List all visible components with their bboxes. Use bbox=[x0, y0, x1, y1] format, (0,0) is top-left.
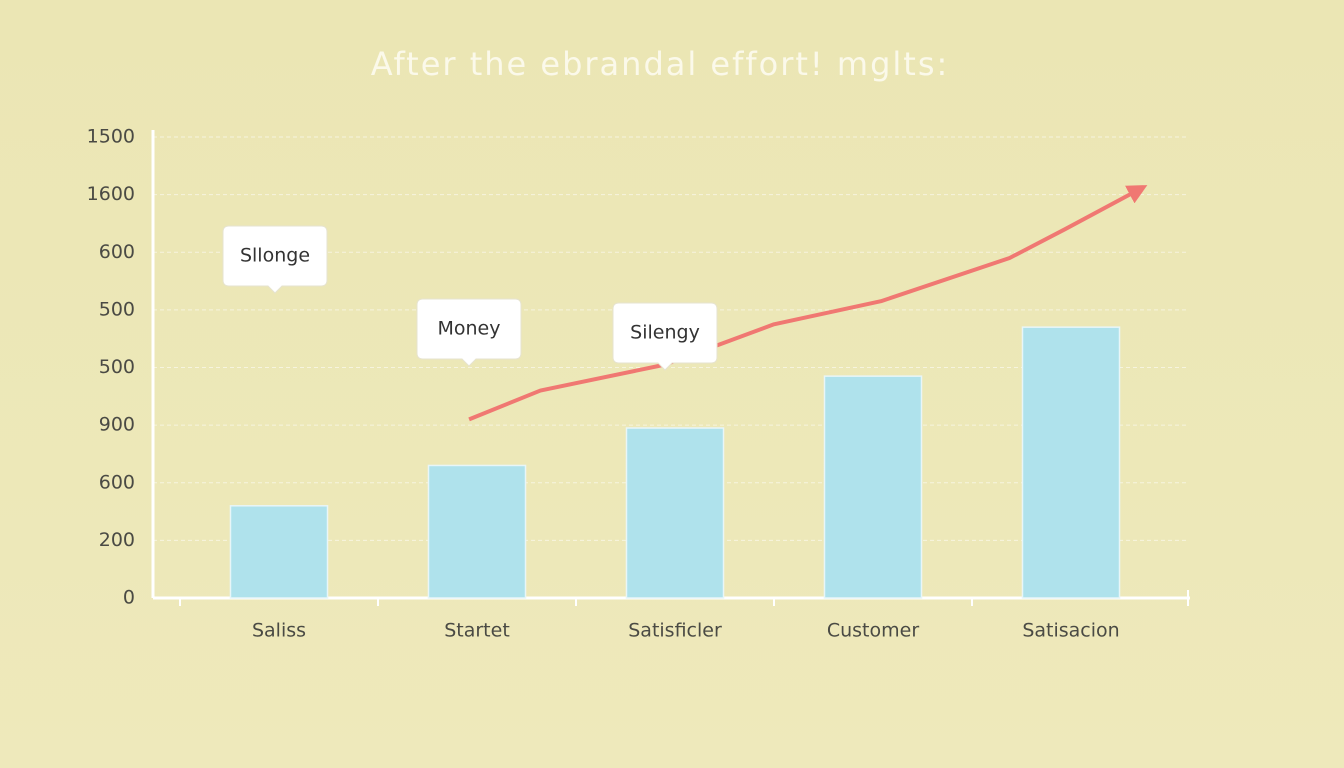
x-tick-label: Satisacion bbox=[1022, 620, 1119, 642]
y-tick-label: 900 bbox=[99, 414, 135, 436]
trend-line bbox=[468, 185, 1148, 422]
bar bbox=[823, 375, 923, 599]
bar bbox=[229, 505, 329, 599]
callout-box bbox=[416, 298, 522, 367]
callout-box bbox=[612, 302, 718, 371]
y-tick-label: 0 bbox=[123, 587, 135, 609]
y-tick-label: 600 bbox=[99, 471, 135, 493]
bar bbox=[625, 427, 725, 599]
y-tick-label: 1600 bbox=[87, 183, 135, 205]
y-tick-label: 1500 bbox=[87, 126, 135, 148]
chart-title: After the ebrandal effort! mglts: bbox=[371, 45, 950, 83]
y-tick-label: 200 bbox=[99, 529, 135, 551]
callout: Sllonge bbox=[222, 225, 328, 294]
callout-box bbox=[222, 225, 328, 294]
bar bbox=[427, 464, 527, 599]
callout-text: Sllonge bbox=[240, 245, 310, 267]
bar bbox=[1021, 326, 1121, 599]
x-tick-label: Satisficler bbox=[628, 620, 722, 642]
callout: Silengy bbox=[612, 302, 718, 371]
x-tick-label: Startet bbox=[444, 620, 510, 642]
y-tick-label: 500 bbox=[99, 356, 135, 378]
x-tick-label: Customer bbox=[827, 620, 919, 642]
callout-text: Silengy bbox=[630, 322, 700, 344]
y-tick-label: 500 bbox=[99, 298, 135, 320]
x-tick-label: Saliss bbox=[252, 620, 306, 642]
y-tick-label: 600 bbox=[99, 241, 135, 263]
callout: Money bbox=[416, 298, 522, 367]
callout-text: Money bbox=[438, 318, 501, 340]
